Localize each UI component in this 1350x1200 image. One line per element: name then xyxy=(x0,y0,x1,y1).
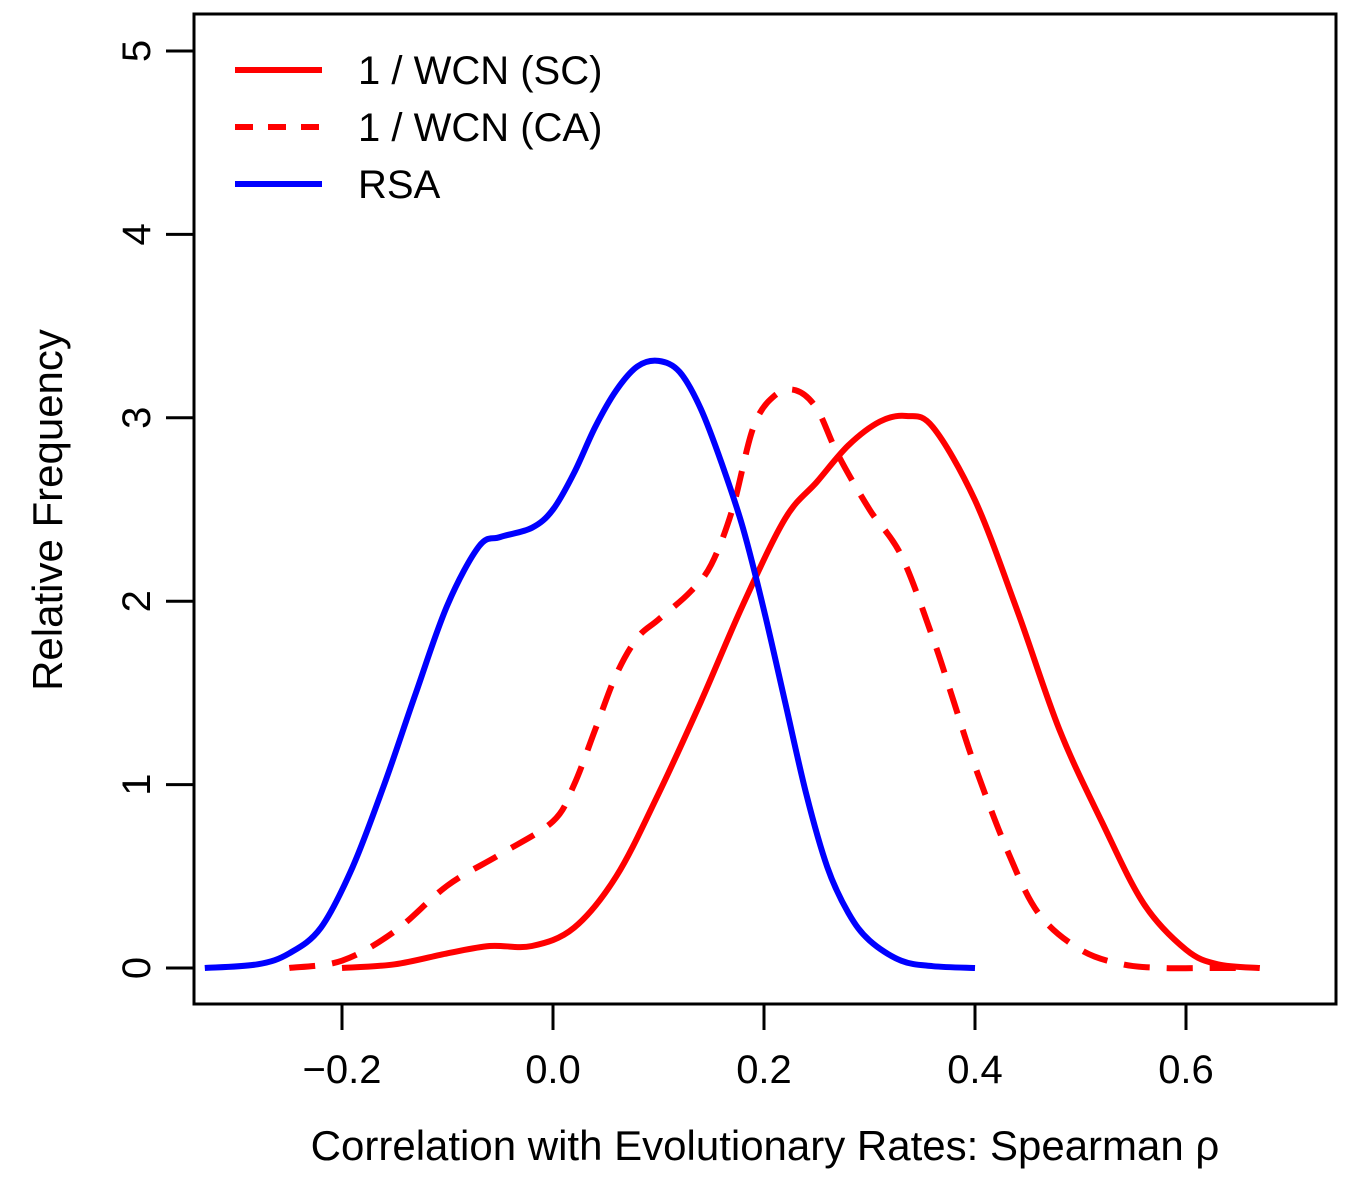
x-tick-label: 0.0 xyxy=(525,1048,581,1092)
series-line-wcn-ca xyxy=(288,386,1239,972)
legend-label: 1 / WCN (SC) xyxy=(358,49,602,93)
x-tick-label: 0.2 xyxy=(736,1048,792,1092)
series-line-wcn-sc xyxy=(341,412,1261,971)
y-tick-label: 0 xyxy=(115,957,159,979)
legend-item-wcn-sc: 1 / WCN (SC) xyxy=(235,49,602,93)
y-tick-label: 2 xyxy=(115,590,159,612)
legend: 1 / WCN (SC) 1 / WCN (CA) RSA xyxy=(235,49,602,207)
series-line-rsa xyxy=(204,357,976,971)
x-axis: −0.2 0.0 0.2 0.4 0.6 xyxy=(303,1002,1214,1092)
x-tick-label: 0.6 xyxy=(1158,1048,1214,1092)
legend-item-rsa: RSA xyxy=(235,163,441,207)
legend-label: RSA xyxy=(358,163,441,207)
legend-label: 1 / WCN (CA) xyxy=(358,106,602,150)
y-axis-label: Relative Frequency xyxy=(24,329,71,691)
y-tick-label: 3 xyxy=(115,407,159,429)
x-axis-label: Correlation with Evolutionary Rates: Spe… xyxy=(311,1122,1220,1169)
y-axis: 0 1 2 3 4 5 xyxy=(115,40,196,979)
x-tick-label: −0.2 xyxy=(303,1048,382,1092)
y-tick-label: 5 xyxy=(115,40,159,62)
series-layer xyxy=(204,357,1261,972)
y-tick-label: 1 xyxy=(115,773,159,795)
y-tick-label: 4 xyxy=(115,223,159,245)
x-tick-label: 0.4 xyxy=(947,1048,1003,1092)
legend-item-wcn-ca: 1 / WCN (CA) xyxy=(235,106,602,150)
